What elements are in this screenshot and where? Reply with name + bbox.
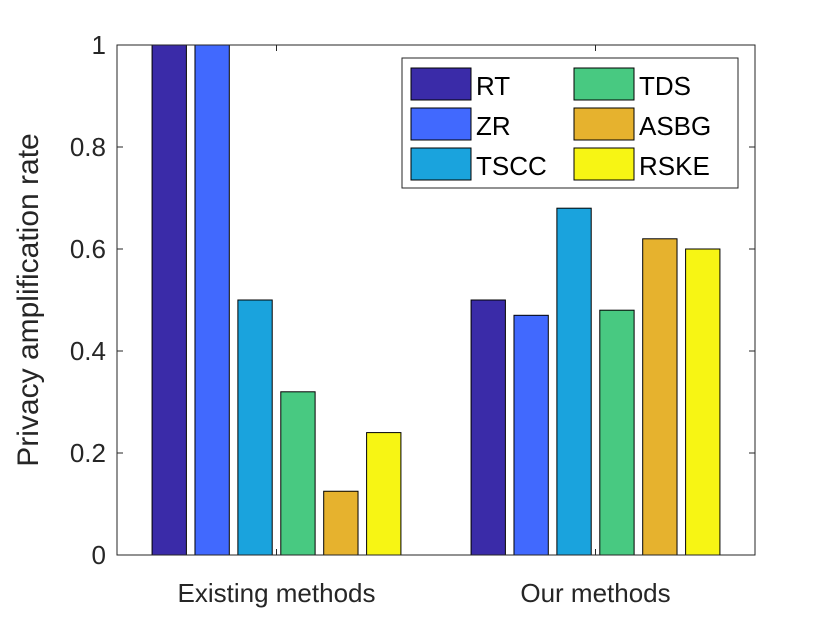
- legend-label-rt: RT: [476, 71, 510, 101]
- plot-area-box: [116, 44, 756, 556]
- bar-tscc-our-methods: [556, 207, 592, 556]
- legend-swatch-tds: [573, 67, 635, 101]
- y-tick-label: 0.8: [70, 132, 106, 162]
- legend-swatch-asbg: [573, 107, 635, 141]
- legend: RT ZR TSCC TDS ASBG RSKE: [401, 57, 739, 189]
- bar-asbg-existing-methods: [323, 490, 359, 556]
- x-tick-label: Our methods: [520, 578, 670, 608]
- bar-zr-our-methods: [513, 314, 549, 556]
- legend-label-tds: TDS: [639, 71, 691, 101]
- legend-label-rske: RSKE: [639, 151, 710, 181]
- bar-tscc-existing-methods: [237, 299, 273, 556]
- y-tick-label: 0.2: [70, 438, 106, 468]
- legend-label-tscc: TSCC: [476, 151, 547, 181]
- bar-tds-existing-methods: [280, 391, 316, 556]
- bar-asbg-our-methods: [642, 238, 678, 556]
- legend-swatch-rt: [410, 67, 472, 101]
- legend-label-zr: ZR: [476, 111, 511, 141]
- legend-label-asbg: ASBG: [639, 111, 711, 141]
- ticks-layer: Existing methods Our methods 0 0.2 0.4 0.6 0.8…: [70, 30, 755, 608]
- x-tick-label: Existing methods: [178, 578, 376, 608]
- bar-rske-our-methods: [685, 248, 721, 556]
- legend-swatch-tscc: [410, 147, 472, 181]
- bar-rt-existing-methods: [151, 44, 187, 556]
- bar-zr-existing-methods: [194, 44, 230, 556]
- bars-layer: [151, 44, 721, 556]
- y-tick-label: 0.6: [70, 234, 106, 264]
- y-axis-label: Privacy amplification rate: [12, 133, 45, 466]
- y-tick-label: 0: [92, 540, 106, 570]
- bar-rske-existing-methods: [366, 432, 402, 556]
- bar-tds-our-methods: [599, 309, 635, 556]
- y-tick-label: 0.4: [70, 336, 106, 366]
- legend-swatch-zr: [410, 107, 472, 141]
- y-tick-label: 1: [92, 30, 106, 60]
- bar-rt-our-methods: [470, 299, 506, 556]
- legend-swatch-rske: [573, 147, 635, 181]
